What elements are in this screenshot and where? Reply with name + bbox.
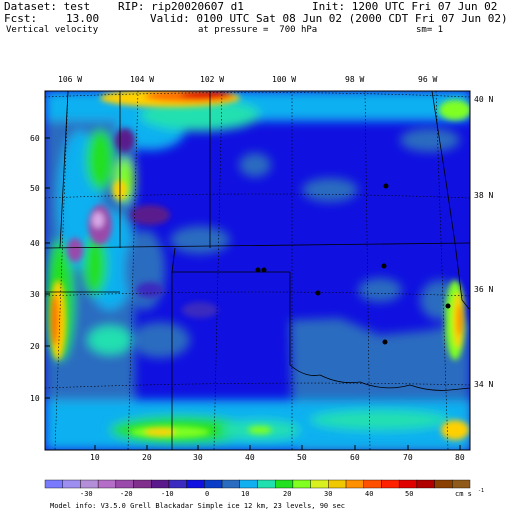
y-tick-label: 60 <box>30 134 40 143</box>
fcst-label: Fcst: <box>4 12 38 25</box>
colorbar-swatch <box>186 479 205 489</box>
lat-label: 40 N <box>474 95 493 104</box>
lon-label: 98 W <box>345 75 364 84</box>
rip-label: RIP: rip20020607 d1 <box>118 0 244 13</box>
colorbar-swatch <box>381 479 400 489</box>
colorbar-label: 10 <box>241 490 249 498</box>
field-name: Vertical velocity <box>6 25 99 35</box>
lat-label: 34 N <box>474 380 493 389</box>
x-tick-label: 60 <box>350 453 360 462</box>
x-tick-label: 70 <box>403 453 413 462</box>
colorbar-label: 30 <box>324 490 332 498</box>
lon-label: 106 W <box>58 75 82 84</box>
colorbar-label: 0 <box>205 490 209 498</box>
colorbar-swatch <box>345 479 364 489</box>
valid-time: Valid: 0100 UTC Sat 08 Jun 02 (2000 CDT … <box>150 12 508 25</box>
colorbar-swatch <box>168 479 187 489</box>
colorbar-swatch <box>151 479 170 489</box>
colorbar-swatch <box>452 479 471 489</box>
y-tick-label: 50 <box>30 184 40 193</box>
colorbar-label: -30 <box>80 490 93 498</box>
lon-label: 102 W <box>200 75 224 84</box>
colorbar-label: 20 <box>283 490 291 498</box>
colorbar-label: -10 <box>161 490 174 498</box>
y-tick-label: 20 <box>30 342 40 351</box>
lat-label: 38 N <box>474 191 493 200</box>
init-time: Init: 1200 UTC Fri 07 Jun 02 <box>312 0 498 13</box>
y-tick-label: 40 <box>30 239 40 248</box>
colorbar-swatch <box>221 479 240 489</box>
colorbar-swatch <box>292 479 311 489</box>
lon-label: 104 W <box>130 75 154 84</box>
x-tick-label: 50 <box>297 453 307 462</box>
colorbar-swatch <box>310 479 329 489</box>
colorbar-units: cm s <box>455 490 472 498</box>
dataset-label: Dataset: test <box>4 0 91 13</box>
colorbar-swatch <box>363 479 382 489</box>
x-tick-label: 40 <box>245 453 255 462</box>
x-tick-label: 30 <box>193 453 203 462</box>
colorbar-swatch <box>328 479 347 489</box>
lon-label: 100 W <box>272 75 296 84</box>
colorbar-swatch <box>44 479 63 489</box>
colorbar-swatch <box>275 479 294 489</box>
frame-ticks <box>45 137 461 450</box>
y-tick-label: 30 <box>30 290 40 299</box>
lat-label: 36 N <box>474 285 493 294</box>
latlon-grid <box>45 91 470 450</box>
colorbar-swatch <box>115 479 134 489</box>
fcst-value: 13.00 <box>66 12 100 25</box>
colorbar-swatch <box>97 479 117 489</box>
state-boundaries <box>45 91 470 450</box>
city-markers <box>255 183 451 345</box>
colorbar-swatch <box>416 479 435 489</box>
model-info: Model info: V3.5.0 Grell Blackadar Simpl… <box>50 502 345 510</box>
colorbar-swatch <box>62 479 81 489</box>
colorbar-label: 40 <box>365 490 373 498</box>
x-tick-label: 20 <box>142 453 152 462</box>
colorbar-label: -20 <box>120 490 133 498</box>
colorbar-swatch <box>257 479 276 489</box>
smoothing: sm= 1 <box>416 25 444 35</box>
pressure-level: at pressure = 700 hPa <box>198 25 318 35</box>
colorbar-units-exponent: -1 <box>478 488 484 494</box>
x-tick-label: 10 <box>90 453 100 462</box>
colorbar-labels: -30 -20 -10 0 10 20 30 40 50 cm s -1 <box>80 488 484 498</box>
colorbar-swatch <box>133 479 152 489</box>
y-tick-label: 10 <box>30 394 40 403</box>
colorbar-swatch <box>204 479 223 489</box>
colorbar <box>44 479 471 489</box>
lon-label: 96 W <box>418 75 437 84</box>
colorbar-label: 50 <box>405 490 413 498</box>
colorbar-swatch <box>434 479 453 489</box>
colorbar-swatch <box>398 479 418 489</box>
colorbar-swatch <box>239 479 258 489</box>
x-tick-label: 80 <box>455 453 465 462</box>
map-frame <box>44 90 471 451</box>
colorbar-swatch <box>80 479 99 489</box>
